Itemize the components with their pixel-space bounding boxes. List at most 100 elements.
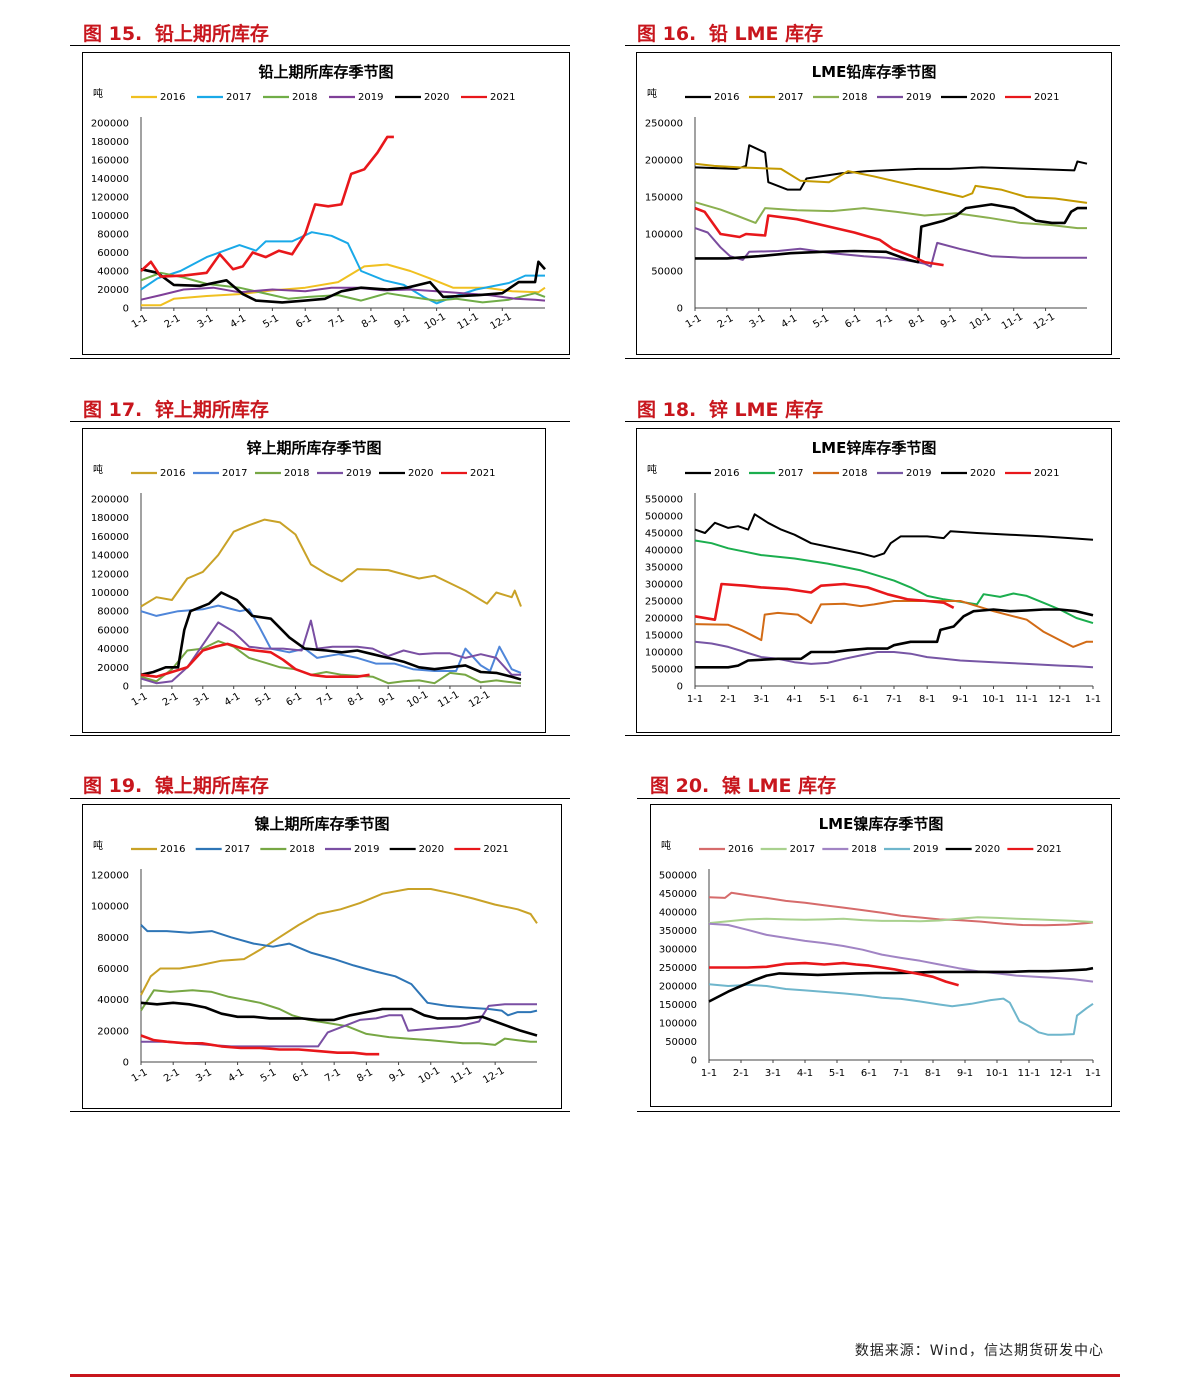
y-tick-label: 200000 <box>659 982 697 993</box>
y-tick-label: 0 <box>691 1056 697 1067</box>
x-tick-label: 6-1 <box>294 313 314 331</box>
y-tick-label: 20000 <box>97 663 129 674</box>
legend-label-2018: 2018 <box>289 844 314 855</box>
x-tick-label: 4-1 <box>223 691 243 709</box>
figure-label: 图 15. <box>83 23 143 45</box>
legend-label-2019: 2019 <box>354 844 379 855</box>
y-unit-label: 吨 <box>661 839 671 852</box>
legend-label-2016: 2016 <box>160 468 185 479</box>
y-tick-label: 350000 <box>659 926 697 937</box>
x-tick-label: 1-1 <box>1085 694 1101 705</box>
x-tick-label: 2-1 <box>162 1067 182 1085</box>
chart-rule <box>70 358 570 359</box>
series-line-2020 <box>140 260 546 304</box>
legend-label-2019: 2019 <box>906 468 931 479</box>
x-tick-label: 4-1 <box>227 1067 247 1085</box>
x-tick-label: 1-1 <box>130 313 150 331</box>
x-tick-label: 9-1 <box>387 1067 407 1085</box>
series-line-2020 <box>708 966 1094 1003</box>
figure-title-19: 图 19. 镍上期所库存 <box>83 771 269 798</box>
y-tick-label: 120000 <box>91 569 129 580</box>
figure-label: 图 20. <box>650 775 710 797</box>
legend-label-2017: 2017 <box>778 468 803 479</box>
x-tick-label: 11-1 <box>436 689 461 710</box>
series-line-2019 <box>140 619 521 685</box>
x-tick-label: 12-1 <box>1050 1068 1073 1079</box>
x-tick-label: 12-1 <box>467 689 492 710</box>
x-tick-label: 2-1 <box>733 1068 749 1079</box>
y-unit-label: 吨 <box>93 87 103 100</box>
series-line-2021 <box>140 642 370 678</box>
legend-label-2020: 2020 <box>970 92 995 103</box>
chart-title: 镍上期所库存季节图 <box>254 815 389 833</box>
figure-caption: 镍 LME 库存 <box>721 775 837 797</box>
x-tick-label: 1-1 <box>130 1067 150 1085</box>
x-tick-label: 2-1 <box>163 313 183 331</box>
figure-title-16: 图 16. 铅 LME 库存 <box>637 19 823 46</box>
x-tick-label: 1-1 <box>687 694 703 705</box>
chart-ni-shfe: 镍上期所库存季节图吨 2016 2017 2018 2019 2020 2021 0 20000… <box>82 804 562 1109</box>
x-tick-label: 10-1 <box>423 311 448 332</box>
series-line-2020 <box>140 591 522 681</box>
y-tick-label: 140000 <box>91 551 129 562</box>
series-line-2020 <box>140 1001 538 1037</box>
x-tick-label: 3-1 <box>194 1067 214 1085</box>
figure-caption: 镍上期所库存 <box>154 775 269 797</box>
x-tick-label: 6-1 <box>284 691 304 709</box>
x-tick-label: 8-1 <box>360 313 380 331</box>
y-tick-label: 140000 <box>91 174 129 185</box>
figure-caption: 锌上期所库存 <box>154 399 269 421</box>
y-tick-label: 100000 <box>91 902 129 913</box>
y-tick-label: 180000 <box>91 137 129 148</box>
title-rule <box>637 798 1120 799</box>
chart-ni-lme: LME镍库存季节图吨 2016 2017 2018 2019 2020 2021 0 50000… <box>650 804 1112 1107</box>
series-line-2017 <box>694 539 1094 625</box>
x-tick-label: 7-1 <box>327 313 347 331</box>
figure-caption: 锌 LME 库存 <box>708 399 824 421</box>
y-tick-label: 500000 <box>659 871 697 882</box>
data-source: 数据来源：Wind，信达期货研发中心 <box>854 1343 1104 1359</box>
figure-title-20: 图 20. 镍 LME 库存 <box>650 771 836 798</box>
x-tick-label: 3-1 <box>753 694 769 705</box>
x-tick-label: 9-1 <box>952 694 968 705</box>
legend-label-2020: 2020 <box>970 468 995 479</box>
legend-label-2017: 2017 <box>778 92 803 103</box>
y-unit-label: 吨 <box>93 463 103 476</box>
series-line-2016 <box>140 518 522 608</box>
series-line-2018 <box>694 600 1093 648</box>
y-tick-label: 100000 <box>91 211 129 222</box>
x-tick-label: 9-1 <box>939 313 959 331</box>
y-tick-label: 50000 <box>651 665 683 676</box>
y-tick-label: 40000 <box>97 995 129 1006</box>
y-tick-label: 80000 <box>97 230 129 241</box>
y-tick-label: 160000 <box>91 156 129 167</box>
y-tick-label: 300000 <box>645 580 683 591</box>
legend-label-2017: 2017 <box>226 92 251 103</box>
legend-label-2020: 2020 <box>424 92 449 103</box>
y-tick-label: 400000 <box>659 908 697 919</box>
x-tick-label: 12-1 <box>1032 311 1057 332</box>
legend-label-2019: 2019 <box>346 468 371 479</box>
footer-rule <box>70 1374 1120 1377</box>
chart-pb-shfe: 铅上期所库存季节图吨 2016 2017 2018 2019 2020 2021 0 20000… <box>82 52 570 355</box>
x-tick-label: 6-1 <box>291 1067 311 1085</box>
x-tick-label: 10-1 <box>982 694 1005 705</box>
legend-label-2018: 2018 <box>284 468 309 479</box>
legend-label-2021: 2021 <box>483 844 508 855</box>
legend-label-2019: 2019 <box>906 92 931 103</box>
y-tick-label: 550000 <box>645 495 683 506</box>
y-tick-label: 120000 <box>91 871 129 882</box>
y-tick-label: 200000 <box>91 119 129 130</box>
x-tick-label: 3-1 <box>765 1068 781 1079</box>
legend-label-2017: 2017 <box>790 844 815 855</box>
x-tick-label: 7-1 <box>893 1068 909 1079</box>
legend-label-2019: 2019 <box>913 844 938 855</box>
legend-label-2021: 2021 <box>1036 844 1061 855</box>
y-tick-label: 50000 <box>665 1037 697 1048</box>
x-tick-label: 9-1 <box>957 1068 973 1079</box>
legend-label-2017: 2017 <box>222 468 247 479</box>
y-tick-label: 250000 <box>645 597 683 608</box>
x-tick-label: 1-1 <box>1085 1068 1101 1079</box>
